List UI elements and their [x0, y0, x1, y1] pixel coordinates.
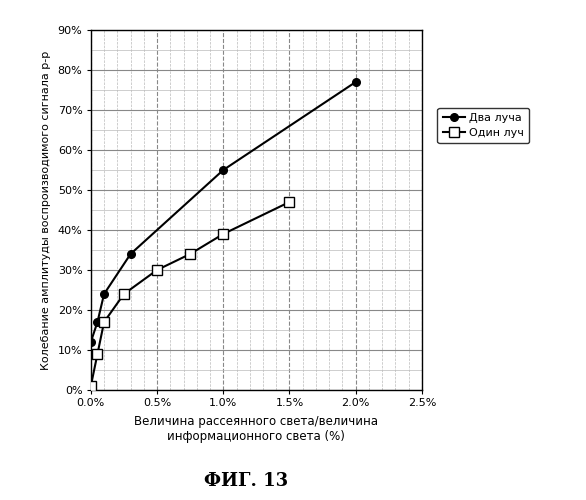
Два луча [101, 291, 108, 297]
Один луч [154, 267, 161, 273]
Text: ФИГ. 13: ФИГ. 13 [204, 472, 288, 490]
Line: Два луча: Два луча [87, 78, 360, 346]
Два луча [94, 319, 101, 325]
Один луч [94, 351, 101, 357]
Один луч [286, 199, 293, 205]
Один луч [220, 231, 227, 237]
Один луч [186, 251, 193, 257]
Один луч [121, 291, 128, 297]
X-axis label: Величина рассеянного света/величина
информационного света (%): Величина рассеянного света/величина инфо… [134, 416, 379, 444]
Два луча [220, 167, 227, 173]
Legend: Два луча, Один луч: Два луча, Один луч [437, 108, 529, 144]
Два луча [87, 339, 94, 345]
Два луча [127, 251, 134, 257]
Line: Один луч: Один луч [86, 198, 294, 390]
Два луча [352, 79, 359, 85]
Y-axis label: Колебание амплитуды воспроизводимого сигнала р-р: Колебание амплитуды воспроизводимого сиг… [41, 50, 51, 370]
Один луч [87, 383, 94, 389]
Один луч [101, 319, 108, 325]
